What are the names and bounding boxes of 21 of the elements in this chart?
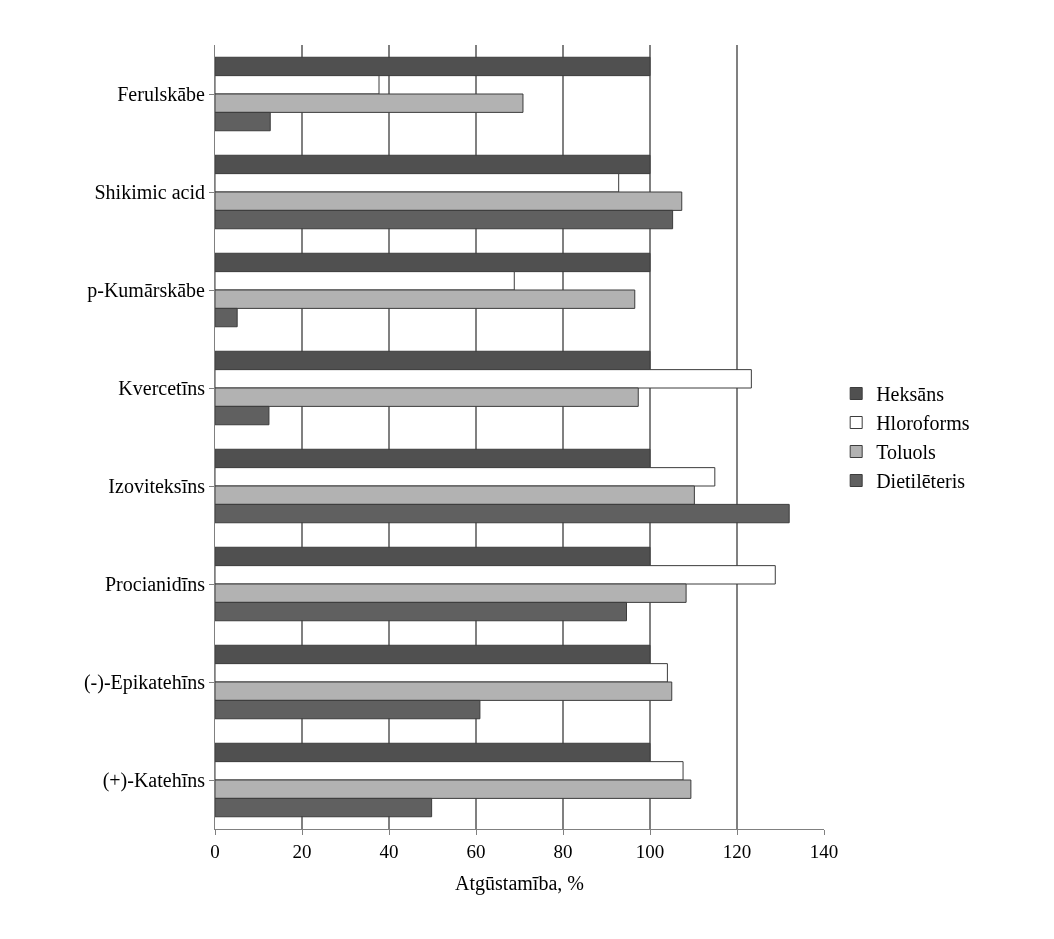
y-tick-label: Izoviteksīns xyxy=(108,475,206,497)
x-tick-label: 0 xyxy=(210,840,220,862)
x-axis-title: Atgūstamība, % xyxy=(455,872,584,896)
x-tick-label: 40 xyxy=(379,840,399,862)
x-tick-label: 140 xyxy=(809,840,839,862)
x-tick-label: 20 xyxy=(292,840,312,862)
x-tick-label: 80 xyxy=(553,840,573,862)
y-tick-label: Ferulskābe xyxy=(117,83,206,105)
x-tick-label: 120 xyxy=(722,840,752,862)
legend-label: Heksāns xyxy=(876,383,945,406)
y-tick-label: Procianidīns xyxy=(105,573,206,595)
legend-label: Hloroforms xyxy=(876,412,970,435)
y-tick-label: Kvercetīns xyxy=(118,377,206,399)
y-tick-label: (+)-Katehīns xyxy=(102,769,206,792)
legend-label: Dietilēteris xyxy=(876,470,966,493)
x-tick-label: 100 xyxy=(635,840,665,862)
y-tick-label: Shikimic acid xyxy=(94,181,205,203)
y-tick-label: (-)-Epikatehīns xyxy=(83,671,206,694)
x-tick-label: 60 xyxy=(466,840,486,862)
y-tick-label: p-Kumārskābe xyxy=(87,279,206,302)
legend-label: Toluols xyxy=(876,441,937,464)
